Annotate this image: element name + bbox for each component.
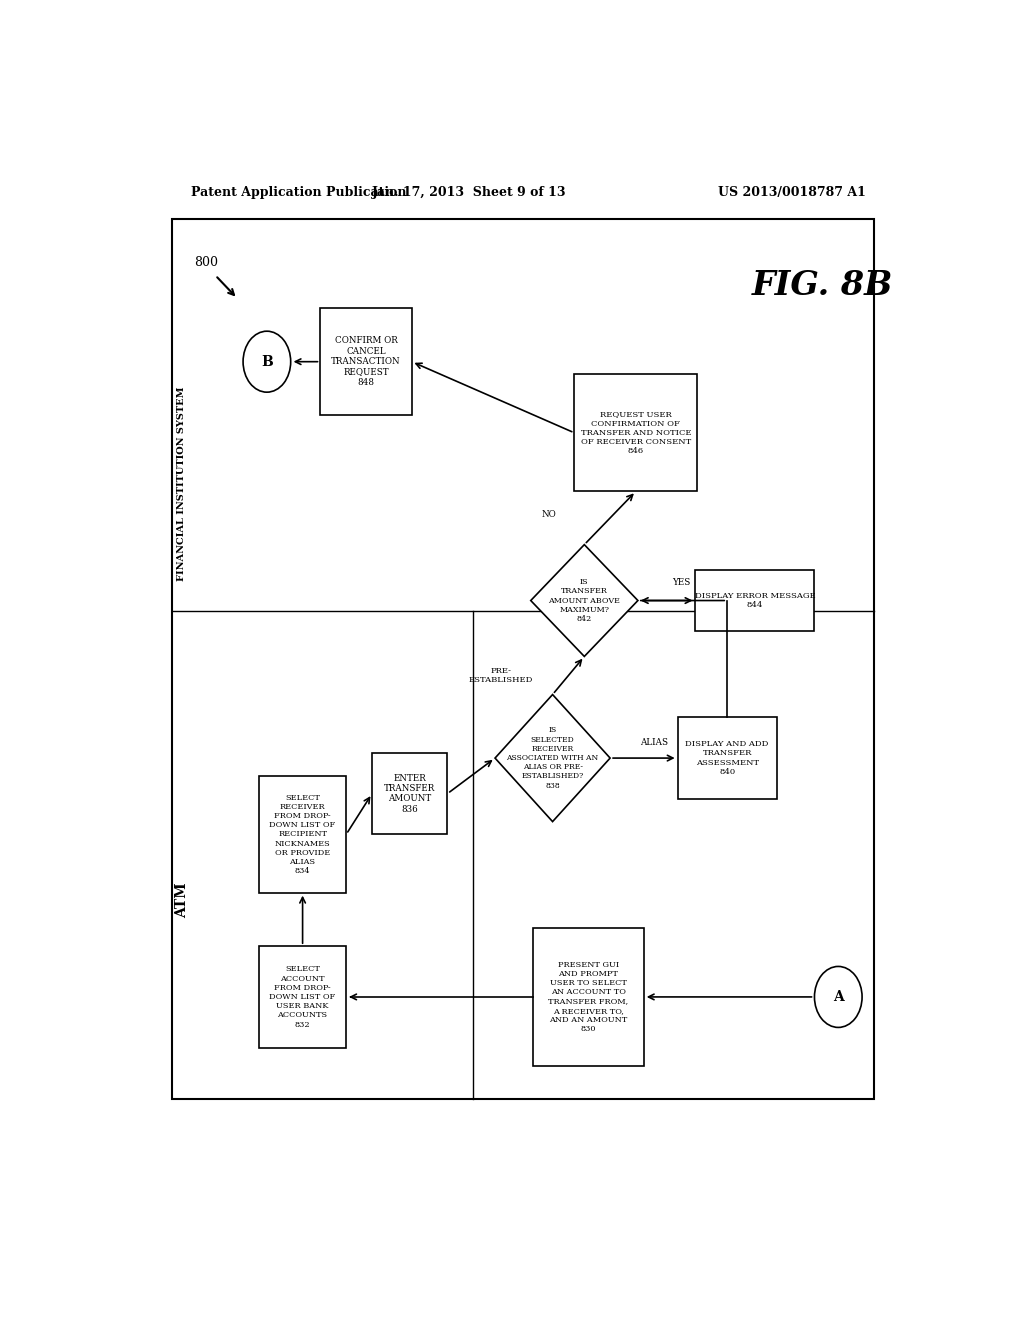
- Text: REQUEST USER
CONFIRMATION OF
TRANSFER AND NOTICE
OF RECEIVER CONSENT
846: REQUEST USER CONFIRMATION OF TRANSFER AN…: [581, 411, 691, 455]
- FancyBboxPatch shape: [678, 718, 777, 799]
- Circle shape: [814, 966, 862, 1027]
- Text: B: B: [261, 355, 272, 368]
- FancyBboxPatch shape: [172, 219, 874, 1098]
- Text: SELECT
RECEIVER
FROM DROP-
DOWN LIST OF
RECIPIENT
NICKNAMES
OR PROVIDE
ALIAS
834: SELECT RECEIVER FROM DROP- DOWN LIST OF …: [269, 793, 336, 875]
- Text: FINANCIAL INSTITUTION SYSTEM: FINANCIAL INSTITUTION SYSTEM: [177, 387, 186, 581]
- Text: FIG. 8B: FIG. 8B: [752, 269, 893, 302]
- Text: Jan. 17, 2013  Sheet 9 of 13: Jan. 17, 2013 Sheet 9 of 13: [372, 186, 566, 199]
- Text: 800: 800: [194, 256, 218, 268]
- Text: SELECT
ACCOUNT
FROM DROP-
DOWN LIST OF
USER BANK
ACCOUNTS
832: SELECT ACCOUNT FROM DROP- DOWN LIST OF U…: [269, 965, 336, 1028]
- Circle shape: [243, 331, 291, 392]
- Text: US 2013/0018787 A1: US 2013/0018787 A1: [718, 186, 866, 199]
- Text: IS
TRANSFER
AMOUNT ABOVE
MAXIMUM?
842: IS TRANSFER AMOUNT ABOVE MAXIMUM? 842: [549, 578, 621, 623]
- FancyBboxPatch shape: [532, 928, 644, 1065]
- Text: DISPLAY AND ADD
TRANSFER
ASSESSMENT
840: DISPLAY AND ADD TRANSFER ASSESSMENT 840: [685, 741, 769, 776]
- Polygon shape: [530, 545, 638, 656]
- FancyBboxPatch shape: [372, 752, 447, 834]
- Text: YES: YES: [673, 578, 690, 586]
- Text: PRESENT GUI
AND PROMPT
USER TO SELECT
AN ACCOUNT TO
TRANSFER FROM,
A RECEIVER TO: PRESENT GUI AND PROMPT USER TO SELECT AN…: [548, 961, 629, 1034]
- FancyBboxPatch shape: [574, 375, 697, 491]
- Text: CONFIRM OR
CANCEL
TRANSACTION
REQUEST
848: CONFIRM OR CANCEL TRANSACTION REQUEST 84…: [332, 337, 400, 387]
- FancyBboxPatch shape: [259, 946, 346, 1048]
- Text: ALIAS: ALIAS: [640, 738, 668, 747]
- Text: ATM: ATM: [175, 883, 189, 919]
- Text: IS
SELECTED
RECEIVER
ASSOCIATED WITH AN
ALIAS OR PRE-
ESTABLISHED?
838: IS SELECTED RECEIVER ASSOCIATED WITH AN …: [507, 726, 599, 789]
- Text: PRE-
ESTABLISHED: PRE- ESTABLISHED: [469, 667, 534, 684]
- Polygon shape: [495, 694, 610, 821]
- FancyBboxPatch shape: [695, 570, 814, 631]
- Text: NO: NO: [542, 510, 556, 519]
- Text: Patent Application Publication: Patent Application Publication: [191, 186, 407, 199]
- FancyBboxPatch shape: [321, 309, 412, 414]
- Text: A: A: [833, 990, 844, 1005]
- FancyBboxPatch shape: [259, 776, 346, 892]
- Text: ENTER
TRANSFER
AMOUNT
836: ENTER TRANSFER AMOUNT 836: [384, 774, 435, 813]
- Text: DISPLAY ERROR MESSAGE
844: DISPLAY ERROR MESSAGE 844: [694, 591, 815, 609]
